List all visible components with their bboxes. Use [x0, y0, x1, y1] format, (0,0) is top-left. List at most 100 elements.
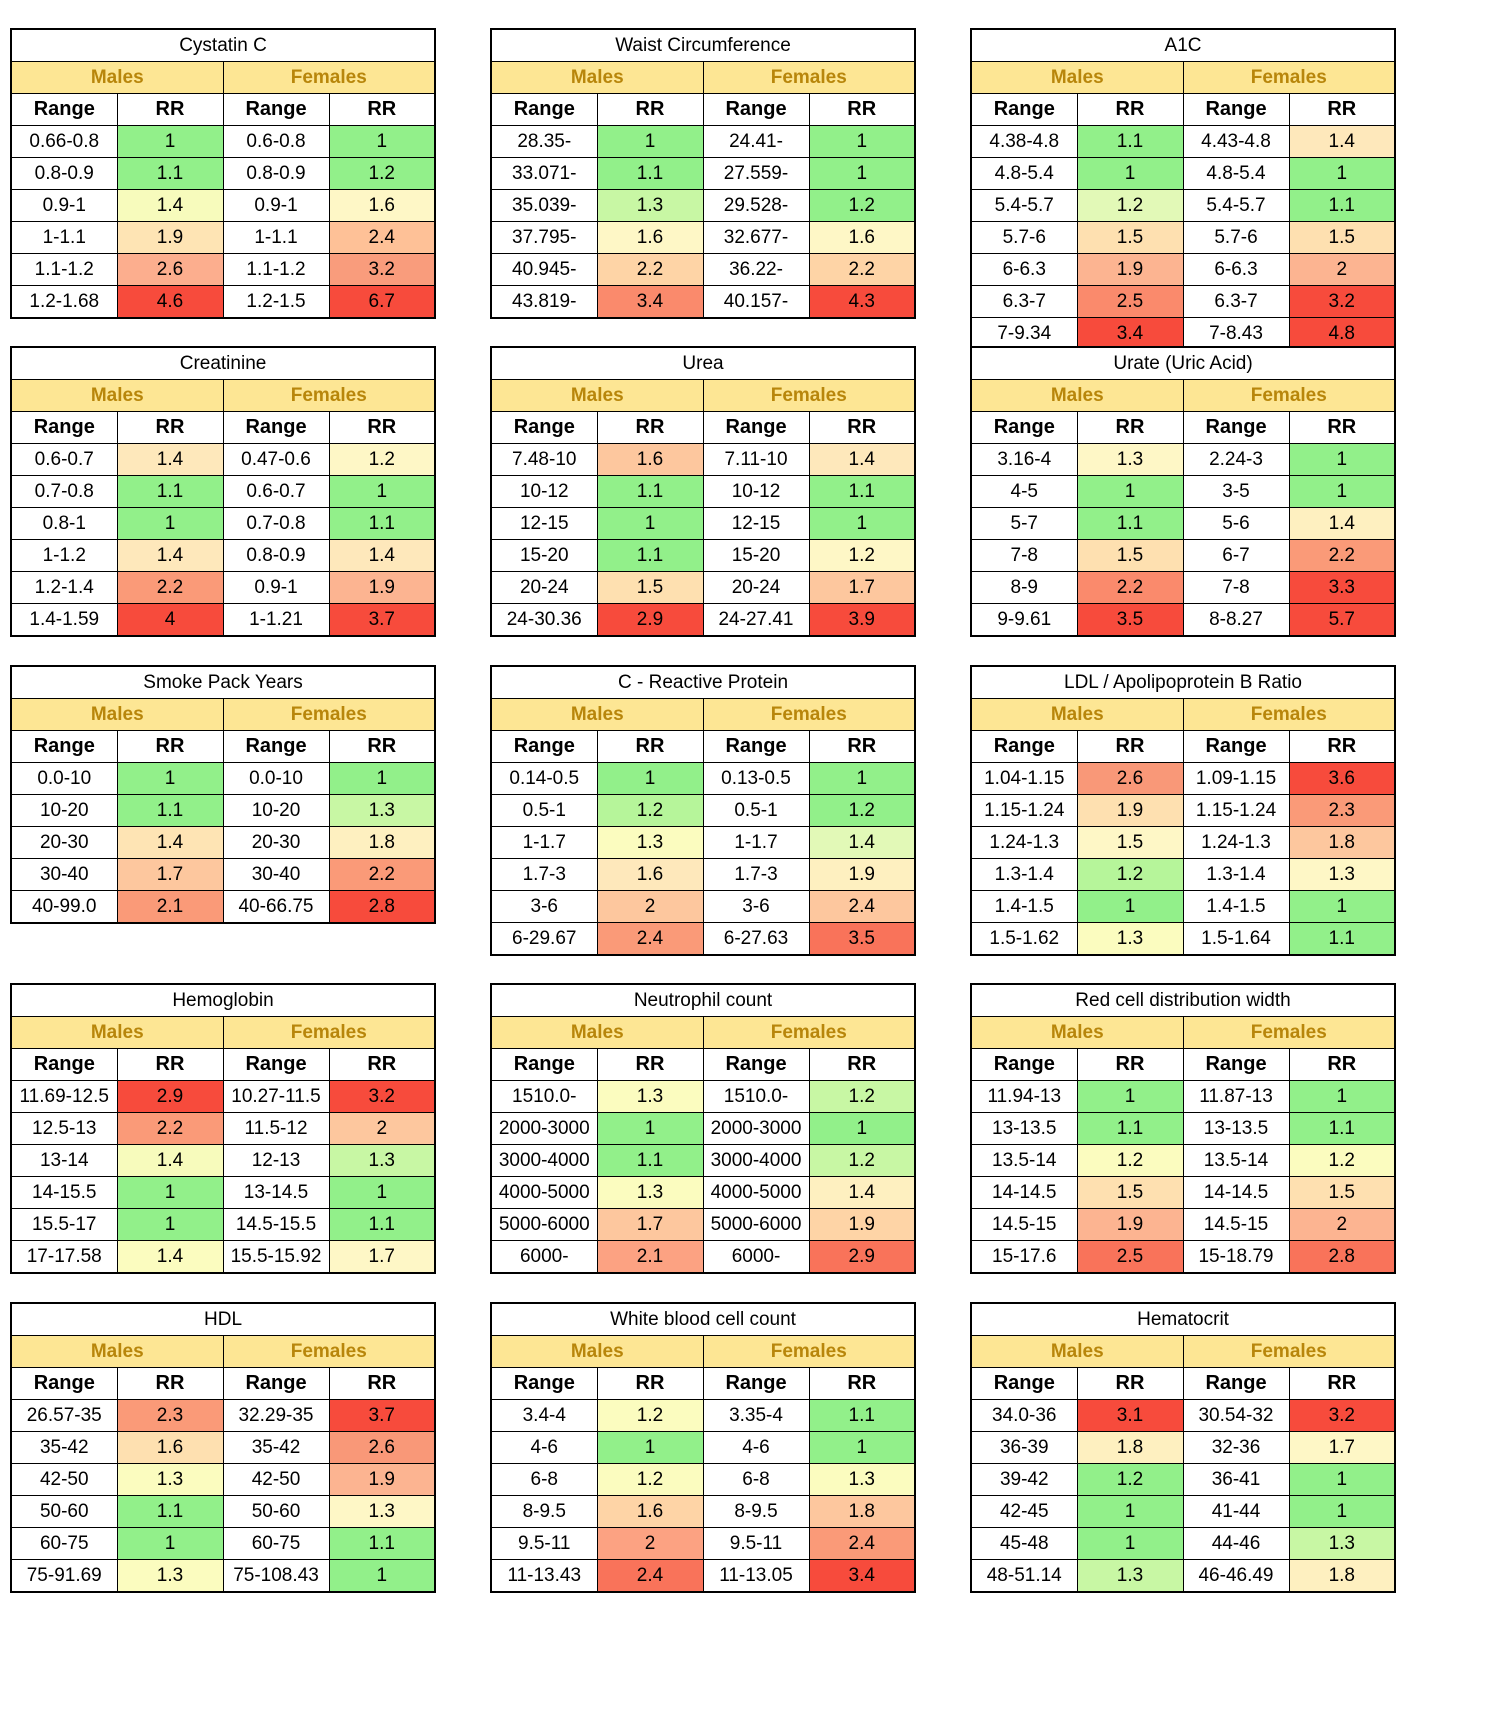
males-header: Males [10, 379, 224, 412]
female-range-cell: 6-27.63 [702, 922, 810, 956]
table-row: 11-13.43 2.4 11-13.05 3.4 [490, 1559, 916, 1593]
male-rr-cell: 2.6 [1076, 762, 1184, 795]
table-row: 15-17.6 2.5 15-18.79 2.8 [970, 1240, 1396, 1274]
female-range-cell: 4-6 [702, 1431, 810, 1464]
female-rr-cell: 1.5 [1288, 221, 1396, 254]
urea-table: Urea Males Females Range RR Range RR 7.48-10 1.6… [490, 346, 916, 637]
male-range-cell: 6000- [490, 1240, 598, 1274]
female-rr-cell: 3.2 [1288, 285, 1396, 318]
female-rr-cell: 1.8 [1288, 1559, 1396, 1593]
female-rr-cell: 1 [328, 125, 436, 158]
female-range-cell: 0.9-1 [222, 571, 330, 604]
male-range-cell: 14-15.5 [10, 1176, 118, 1209]
male-range-cell: 36-39 [970, 1431, 1078, 1464]
male-rr-cell: 1.2 [596, 1463, 704, 1496]
male-rr-cell: 2.9 [116, 1080, 224, 1113]
female-rr-cell: 1 [808, 507, 916, 540]
male-rr-cell: 1.4 [116, 1144, 224, 1177]
female-range-cell: 1.5-1.64 [1182, 922, 1290, 956]
female-rr-cell: 1.1 [808, 1399, 916, 1432]
female-rr-cell: 1.2 [808, 539, 916, 572]
male-rr-cell: 2 [596, 1527, 704, 1560]
male-range-cell: 5.7-6 [970, 221, 1078, 254]
female-range-cell: 8-8.27 [1182, 603, 1290, 637]
male-rr-cell: 1.1 [1076, 125, 1184, 158]
table-row: 7-8 1.5 6-7 2.2 [970, 539, 1396, 572]
table-row: 10-20 1.1 10-20 1.3 [10, 794, 436, 827]
male-rr-cell: 1.3 [596, 189, 704, 222]
table-row: 1.2-1.68 4.6 1.2-1.5 6.7 [10, 285, 436, 319]
female-range-cell: 13-13.5 [1182, 1112, 1290, 1145]
female-rr-cell: 4.3 [808, 285, 916, 319]
female-rr-cell: 2.2 [1288, 539, 1396, 572]
female-range-cell: 29.528- [702, 189, 810, 222]
male-range-cell: 40-99.0 [10, 890, 118, 924]
table-row: 13-13.5 1.1 13-13.5 1.1 [970, 1112, 1396, 1145]
male-rr-cell: 1 [116, 1176, 224, 1209]
table-row: 45-48 1 44-46 1.3 [970, 1527, 1396, 1560]
female-rr-cell: 3.2 [328, 253, 436, 286]
male-rr-cell: 1.6 [116, 1431, 224, 1464]
female-range-cell: 7-8.43 [1182, 317, 1290, 351]
rr-column-header: RR [1076, 411, 1184, 444]
male-range-cell: 0.14-0.5 [490, 762, 598, 795]
male-range-cell: 12.5-13 [10, 1112, 118, 1145]
ldl-apolipoprotein-b-ratio-table: LDL / Apolipoprotein B Ratio Males Females… [970, 665, 1397, 956]
table-row: 3000-4000 1.1 3000-4000 1.2 [490, 1144, 916, 1177]
female-range-cell: 12-15 [702, 507, 810, 540]
male-rr-cell: 1 [1076, 475, 1184, 508]
table-row: 39-42 1.2 36-41 1 [970, 1463, 1396, 1496]
rr-column-header: RR [1288, 411, 1396, 444]
table-row: 14-15.5 1 13-14.5 1 [10, 1176, 436, 1209]
female-range-cell: 24-27.41 [702, 603, 810, 637]
male-rr-cell: 2.3 [116, 1399, 224, 1432]
female-rr-cell: 4.8 [1288, 317, 1396, 351]
range-column-header: Range [10, 1367, 118, 1400]
male-rr-cell: 1.2 [596, 1399, 704, 1432]
female-range-cell: 0.8-0.9 [222, 157, 330, 190]
table-row: 34.0-36 3.1 30.54-32 3.2 [970, 1399, 1396, 1432]
males-header: Males [10, 698, 224, 731]
female-rr-cell: 1 [1288, 443, 1396, 476]
table-row: 0.0-10 1 0.0-10 1 [10, 762, 436, 795]
females-header: Females [222, 698, 436, 731]
female-range-cell: 15.5-15.92 [222, 1240, 330, 1274]
table-row: 5-7 1.1 5-6 1.4 [970, 507, 1396, 540]
female-range-cell: 40.157- [702, 285, 810, 319]
female-range-cell: 6000- [702, 1240, 810, 1274]
table-title: LDL / Apolipoprotein B Ratio [970, 665, 1396, 699]
rr-column-header: RR [808, 730, 916, 763]
waist-circumference-table: Waist Circumference Males Females Range RR Ra… [490, 28, 916, 319]
table-title: White blood cell count [490, 1302, 916, 1336]
female-range-cell: 4000-5000 [702, 1176, 810, 1209]
female-range-cell: 0.5-1 [702, 794, 810, 827]
table-row: 15-20 1.1 15-20 1.2 [490, 539, 916, 572]
females-header: Females [222, 379, 436, 412]
male-rr-cell: 1.1 [116, 1495, 224, 1528]
male-rr-cell: 1.1 [596, 157, 704, 190]
male-range-cell: 5000-6000 [490, 1208, 598, 1241]
female-rr-cell: 1.1 [1288, 1112, 1396, 1145]
female-rr-cell: 1.3 [1288, 1527, 1396, 1560]
male-rr-cell: 1 [1076, 1495, 1184, 1528]
females-header: Females [222, 1016, 436, 1049]
table-row: 0.9-1 1.4 0.9-1 1.6 [10, 189, 436, 222]
female-rr-cell: 6.7 [328, 285, 436, 319]
range-column-header: Range [222, 1048, 330, 1081]
male-rr-cell: 1.5 [1076, 539, 1184, 572]
table-row: 1-1.2 1.4 0.8-0.9 1.4 [10, 539, 436, 572]
table-row: 60-75 1 60-75 1.1 [10, 1527, 436, 1560]
male-range-cell: 6-29.67 [490, 922, 598, 956]
table-row: 3.16-4 1.3 2.24-3 1 [970, 443, 1396, 476]
male-range-cell: 1-1.1 [10, 221, 118, 254]
female-rr-cell: 3.3 [1288, 571, 1396, 604]
male-range-cell: 26.57-35 [10, 1399, 118, 1432]
table-row: 1.15-1.24 1.9 1.15-1.24 2.3 [970, 794, 1396, 827]
table-row: 2000-3000 1 2000-3000 1 [490, 1112, 916, 1145]
males-header: Males [970, 698, 1184, 731]
female-range-cell: 14.5-15 [1182, 1208, 1290, 1241]
male-rr-cell: 1.1 [1076, 507, 1184, 540]
female-rr-cell: 3.4 [808, 1559, 916, 1593]
cystatin-c-table: Cystatin C Males Females Range RR Range RR 0.66… [10, 28, 437, 319]
table-row: 0.66-0.8 1 0.6-0.8 1 [10, 125, 436, 158]
